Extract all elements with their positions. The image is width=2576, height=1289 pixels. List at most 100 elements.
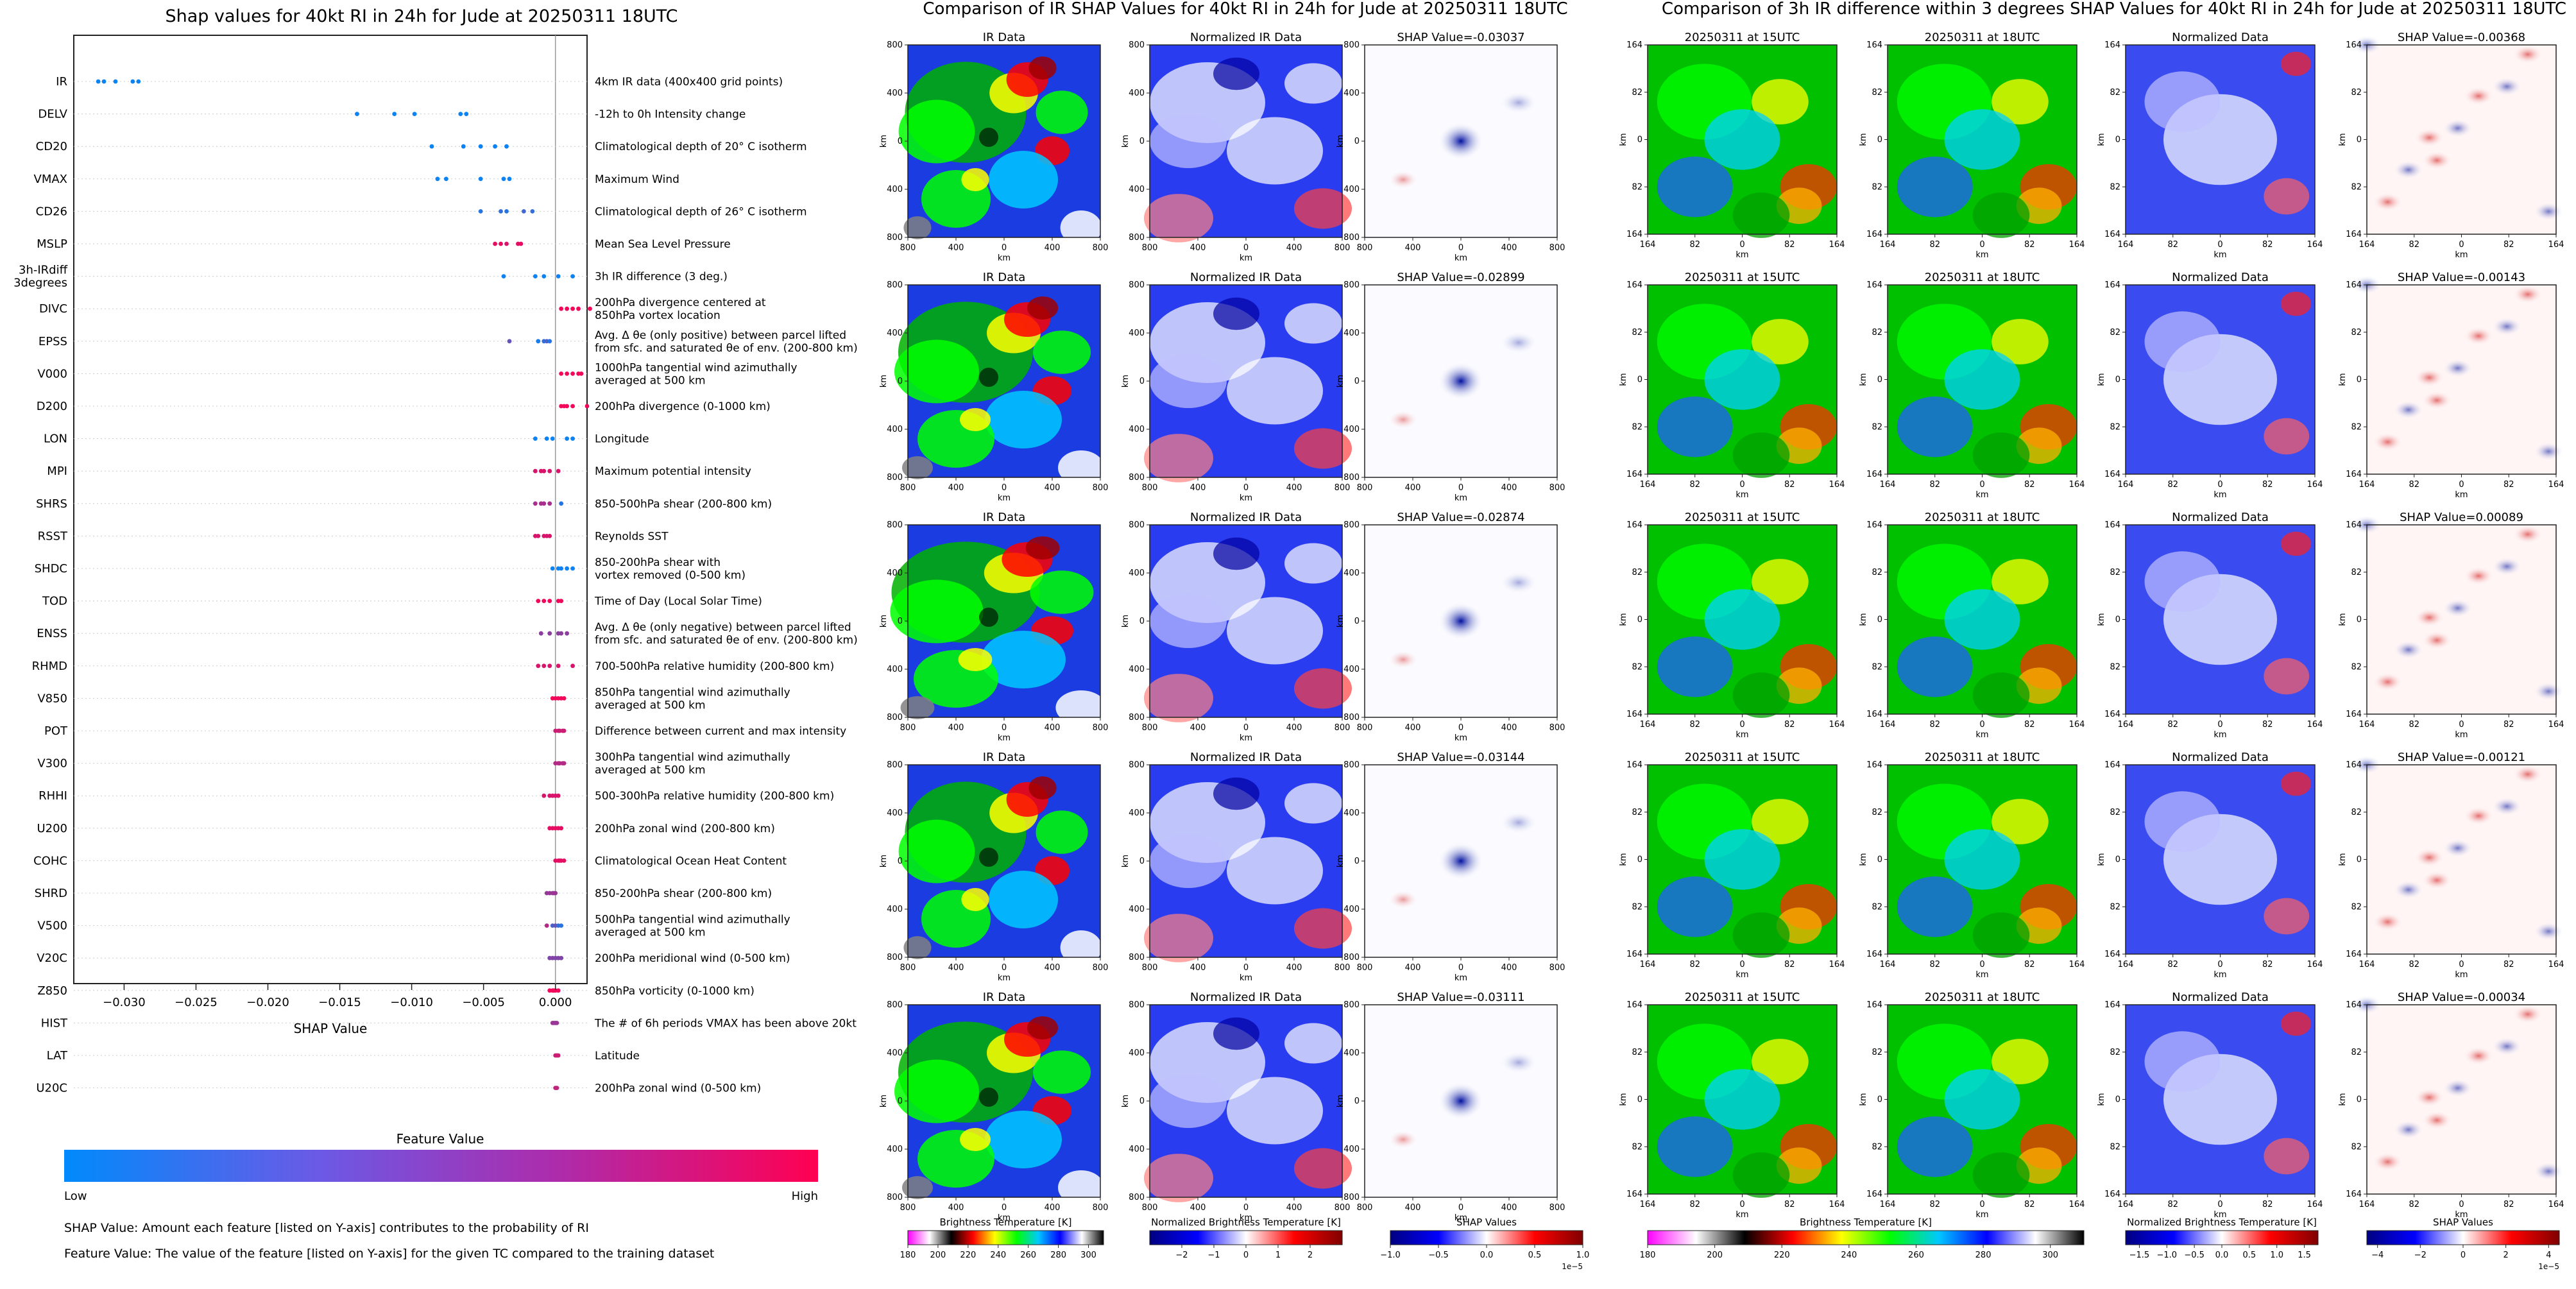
normalized-difference-feature [2264,1138,2310,1175]
x-tick-label: 400 [1190,723,1206,733]
x-tick-label: 0 [2217,1200,2222,1209]
x-tick-label: 0 [1458,963,1463,973]
x-tick-label: 82 [1784,960,1795,969]
x-tick-label: 800 [1093,483,1109,493]
colorbar-tick-label: 4 [2546,1251,2551,1260]
difference-feature [1704,829,1780,890]
y-tick-label: 0 [1354,857,1360,866]
feature-description-label: 500-300hPa relative humidity (200-800 km… [595,790,834,803]
difference-feature [1657,876,1733,937]
y-axis-label: km [1859,373,1868,386]
x-tick-label: 164 [1880,720,1896,730]
y-tick-label: 800 [1343,953,1360,962]
x-tick-label: 164 [1640,1200,1656,1209]
x-tick-label: 164 [2359,960,2375,969]
panel-title: Normalized Data [2172,511,2269,524]
shap-point [547,631,552,636]
feature-name-label: RHHI [38,789,67,803]
y-tick-label: 164 [2104,760,2120,770]
y-tick-label: 0 [1139,137,1145,146]
y-tick-label: 400 [887,905,903,914]
shap-positive-region [1388,170,1419,189]
feature-description-label: from sfc. and saturated θe of env. (200-… [595,634,858,647]
difference-feature [1992,799,2049,844]
difference-shap-region [2512,285,2543,304]
difference-shap-region [2533,681,2564,701]
difference-shap-region [2393,400,2424,420]
shap-point [101,79,107,84]
normalized-feature [1284,543,1342,584]
x-tick-label: 82 [2503,240,2514,250]
feature-value-colorbar: Feature Value Low High [64,1131,818,1203]
x-axis-label: km [2213,490,2226,500]
x-tick-label: 82 [2262,240,2273,250]
y-axis-label: km [1121,615,1130,627]
y-tick-label: 400 [887,808,903,818]
ir-cloud-feature [900,696,935,719]
brightness-temperature-colorbar-label: Brightness Temperature [K] [1800,1216,1932,1228]
y-tick-label: 164 [1626,470,1642,479]
feature-description-label: 850hPa vortex location [595,309,721,322]
y-tick-label: 800 [1129,40,1145,50]
y-tick-label: 82 [2351,662,2362,672]
y-axis-label: km [2097,853,2106,866]
y-tick-label: 0 [1877,375,1882,385]
shap-point [518,241,524,246]
y-tick-label: 0 [1877,615,1882,625]
feature-name-label: CD26 [36,205,67,218]
panel-title: IR Data [983,751,1026,764]
y-tick-label: 0 [2115,375,2120,385]
shap-point [478,209,483,214]
y-tick-label: 800 [887,280,903,290]
x-tick-label: 400 [1286,243,1302,253]
difference-feature [1732,432,1790,478]
feature-name-label: V000 [37,367,67,380]
x-axis-label: km [1736,970,1748,980]
feature-description-label: Latitude [595,1050,640,1063]
feature-description-label: Avg. Δ θe (only positive) between parcel… [595,329,846,342]
feature-description-label: Longitude [595,433,649,446]
y-tick-label: 400 [1129,808,1145,818]
panel-title: SHAP Value=-0.00121 [2398,751,2525,764]
x-tick-label: 0.000 [539,996,572,1009]
shap-point [355,112,359,117]
y-tick-label: 82 [1872,662,1882,672]
difference-feature [1704,109,1780,170]
feature-name-label: U20C [36,1082,67,1095]
y-tick-label: 82 [2110,88,2120,98]
y-tick-label: 800 [1129,233,1145,243]
y-tick-label: 82 [1872,182,1882,192]
difference-shap-region [2421,631,2452,650]
shap-point [556,663,561,669]
x-tick-label: 164 [2548,960,2564,969]
x-tick-label: 800 [900,723,916,733]
x-tick-label: 82 [2024,720,2035,730]
x-tick-label: 164 [2069,240,2085,250]
shap-point [556,1053,561,1058]
y-tick-label: 800 [887,713,903,722]
shap-point [547,534,552,538]
x-tick-label: 164 [2307,480,2323,490]
colorbar-low-label: Low [64,1190,87,1203]
normalized-difference-feature [2280,51,2312,76]
x-tick-label: 164 [1829,720,1845,730]
x-tick-label: −0.010 [390,996,433,1009]
x-axis-label: km [1736,250,1748,260]
x-axis-label: km [1736,1210,1748,1220]
y-tick-label: 164 [1866,1000,1882,1010]
normalized-feature [1144,674,1213,722]
y-tick-label: 82 [2351,808,2362,817]
feature-name-label: SHRS [36,497,67,511]
x-tick-label: 400 [1286,963,1302,973]
y-tick-label: 82 [2351,182,2362,192]
colorbar-tick-label: 220 [1774,1251,1790,1260]
shap-point [565,566,570,571]
x-tick-label: 0 [2459,480,2464,490]
difference-shap-region [2512,1005,2543,1024]
shap-point [570,404,575,409]
y-tick-label: 800 [1129,1193,1145,1202]
y-tick-label: 82 [1632,422,1642,432]
ir-cloud-feature [1028,776,1057,799]
difference-feature [1752,79,1809,124]
feature-description-label: averaged at 500 km [595,926,706,939]
